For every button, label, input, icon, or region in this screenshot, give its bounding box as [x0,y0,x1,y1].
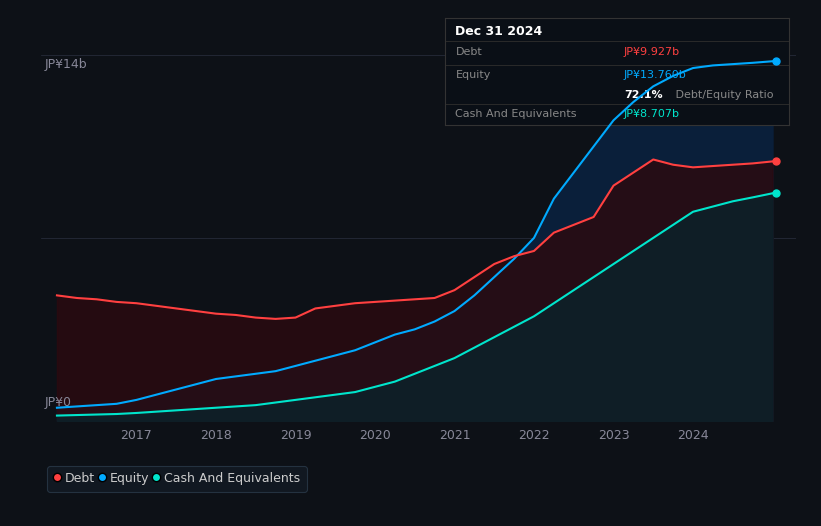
Legend: Debt, Equity, Cash And Equivalents: Debt, Equity, Cash And Equivalents [48,466,307,491]
Text: JP¥0: JP¥0 [45,396,71,409]
Text: JP¥14b: JP¥14b [45,58,88,72]
